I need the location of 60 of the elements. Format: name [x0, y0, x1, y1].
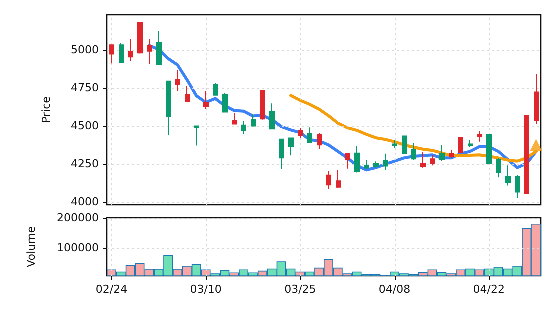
- candlestick: [307, 127, 312, 144]
- candlestick: [430, 154, 435, 166]
- candlestick: [288, 138, 294, 156]
- candlestick: [336, 170, 341, 188]
- candlestick: [298, 128, 303, 139]
- candlestick: [420, 152, 426, 168]
- candlestick: [317, 132, 322, 150]
- candlestick: [137, 22, 143, 54]
- y-tick-label: 4000: [71, 195, 99, 208]
- candlestick: [147, 38, 152, 65]
- candlestick: [128, 38, 133, 62]
- candlestick: [477, 130, 482, 142]
- y-tick-label: 100000: [57, 241, 99, 254]
- candlestick: [505, 165, 511, 186]
- candlestick: [458, 137, 463, 154]
- candlestick: [392, 140, 397, 149]
- candlestick: [439, 144, 445, 162]
- candlestick: [156, 30, 162, 66]
- candlestick: [345, 153, 350, 170]
- candlestick: [251, 113, 256, 127]
- candlestick: [213, 82, 218, 96]
- candlestick: [383, 153, 388, 171]
- candlestick: [515, 174, 520, 199]
- candlestick: [364, 160, 369, 170]
- x-tick-label: 02/24: [96, 283, 128, 296]
- candlestick: [524, 115, 529, 194]
- candlestick: [354, 146, 360, 174]
- candlestick: [241, 120, 246, 135]
- candlestick: [166, 80, 171, 136]
- y-tick-label: 200000: [57, 212, 99, 224]
- candlestick: [496, 158, 501, 178]
- x-tick-label: 03/10: [190, 283, 222, 296]
- candlestick: [175, 70, 180, 92]
- candlestick: [468, 140, 473, 148]
- x-tick-label: 03/25: [284, 283, 316, 296]
- y-axis-title: Volume: [25, 226, 38, 268]
- candlestick: [411, 142, 416, 161]
- candlestick: [222, 92, 228, 113]
- y-tick-label: 4250: [71, 157, 99, 170]
- candlestick: [194, 125, 199, 146]
- candlestick: [185, 86, 190, 102]
- candlestick: [109, 44, 114, 64]
- candlestick: [260, 90, 265, 120]
- candlestick: [486, 134, 492, 164]
- candlestick: [279, 138, 284, 170]
- candlestick: [269, 103, 275, 130]
- x-tick-label: 04/08: [378, 283, 411, 296]
- candlestick: [119, 42, 124, 64]
- x-tick-label: 04/22: [473, 283, 505, 296]
- y-tick-label: 4750: [71, 81, 99, 94]
- y-tick-label: 5000: [71, 43, 99, 56]
- y-axis-title: Price: [40, 96, 53, 124]
- y-tick-label: 4500: [71, 119, 99, 132]
- candlestick: [326, 170, 331, 190]
- candlestick: [373, 161, 379, 168]
- candlestick: [534, 74, 539, 124]
- candlestick: [203, 90, 209, 110]
- candlestick: [449, 149, 454, 159]
- candlestick: [402, 136, 407, 154]
- candlestick: [232, 112, 237, 125]
